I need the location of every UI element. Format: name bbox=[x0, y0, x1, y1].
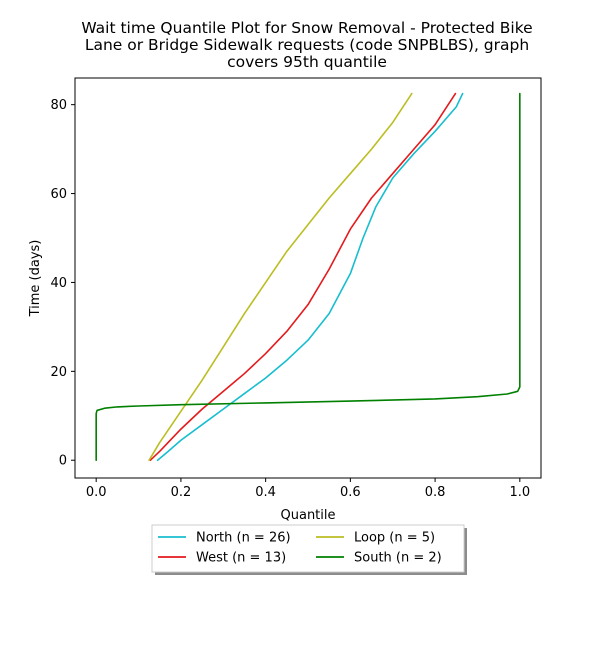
series-layer bbox=[95, 92, 521, 462]
y-tick-label: 80 bbox=[50, 98, 67, 113]
y-tick-label: 0 bbox=[59, 454, 67, 469]
legend-label-1: West (n = 13) bbox=[196, 551, 286, 566]
legend: North (n = 26) West (n = 13) Loop (n = 5) S… bbox=[151, 524, 467, 575]
series-line-1 bbox=[149, 92, 457, 462]
series-line-0 bbox=[156, 92, 464, 462]
legend-items: North (n = 26) West (n = 13) Loop (n = 5) S… bbox=[158, 531, 442, 566]
x-axis-label: Quantile bbox=[281, 508, 336, 523]
series-line-2 bbox=[148, 92, 413, 462]
ticks-layer: 0.0 0.2 0.4 0.6 0.8 1.0 0 20 40 60 80 bbox=[50, 98, 530, 500]
plot-frame bbox=[74, 77, 542, 479]
legend-box bbox=[151, 524, 465, 573]
x-tick-label: 0.0 bbox=[86, 485, 107, 500]
x-tick-label: 0.2 bbox=[171, 485, 192, 500]
x-tick-label: 0.4 bbox=[255, 485, 276, 500]
x-tick-label: 0.8 bbox=[425, 485, 446, 500]
y-tick-label: 20 bbox=[50, 365, 67, 380]
chart-title-line-2: Lane or Bridge Sidewalk requests (code S… bbox=[84, 36, 530, 54]
chart-title: Wait time Quantile Plot for Snow Removal… bbox=[0, 20, 600, 71]
legend-label-2: Loop (n = 5) bbox=[354, 531, 435, 546]
legend-label-3: South (n = 2) bbox=[354, 551, 442, 566]
y-tick-label: 40 bbox=[50, 276, 67, 291]
x-tick-label: 0.6 bbox=[340, 485, 361, 500]
chart-title-line-1: Wait time Quantile Plot for Snow Removal… bbox=[81, 19, 533, 37]
y-axis-label: Time (days) bbox=[28, 240, 43, 318]
x-tick-label: 1.0 bbox=[509, 485, 530, 500]
legend-label-0: North (n = 26) bbox=[196, 531, 291, 546]
y-tick-label: 60 bbox=[50, 187, 67, 202]
series-line-3 bbox=[95, 92, 521, 462]
chart-title-line-3: covers 95th quantile bbox=[227, 53, 387, 71]
